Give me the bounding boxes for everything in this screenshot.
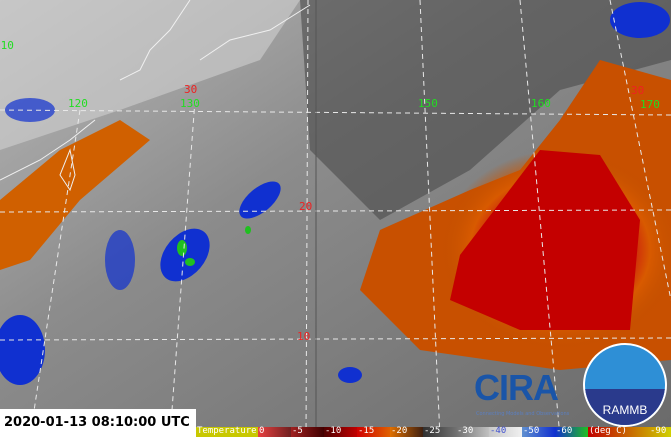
rammb-logo: RAMMB xyxy=(583,343,667,427)
colorbar-tick-60: -60 xyxy=(555,426,588,437)
coastlines xyxy=(0,0,311,192)
colorbar-title: Temperature xyxy=(196,426,258,437)
rammb-logo-text: RAMMB xyxy=(602,403,648,417)
colorbar-tick-30: -30 xyxy=(456,426,489,437)
colorbar-unit: (deg C) -90 xyxy=(588,426,671,437)
warm-band-west xyxy=(0,120,150,270)
lon-label-160: 160 xyxy=(531,97,551,110)
colorbar-tick-25: -25 xyxy=(423,426,456,437)
colorbar-tick-20: -20 xyxy=(390,426,423,437)
colorbar-tick-90: -90 xyxy=(650,426,667,436)
lon-label-120: 120 xyxy=(68,97,88,110)
colorbar-tick-15: -15 xyxy=(357,426,390,437)
lon-label-150: 150 xyxy=(418,97,438,110)
lon-label-110: 110 xyxy=(0,39,14,52)
colorbar-tick-10: -10 xyxy=(324,426,357,437)
colorbar-tick-0: 0 xyxy=(258,426,291,437)
mountain-graphic xyxy=(585,389,665,425)
lon-label-130: 130 xyxy=(180,97,200,110)
cira-tagline: Connecting Models and Observations xyxy=(476,411,570,417)
lat-label-30-west: 30 xyxy=(184,83,198,96)
temperature-colorbar: Temperature 0 -5 -10 -15 -20 -25 -30 -40… xyxy=(196,426,671,437)
colorbar-tick-40: -40 xyxy=(489,426,522,437)
lon-label-170: 170 xyxy=(640,98,660,111)
timestamp: 2020-01-13 08:10:00 UTC xyxy=(0,409,196,437)
cira-logo: CIRA xyxy=(474,367,559,408)
cold-cloud-clusters xyxy=(0,2,670,385)
lat-label-10: 10 xyxy=(297,330,311,343)
colorbar-tick-5: -5 xyxy=(291,426,324,437)
lat-label-30-east: 30 xyxy=(631,84,645,97)
colorbar-tick-50: -50 xyxy=(522,426,555,437)
lat-label-20: 20 xyxy=(299,200,313,213)
dry-air-region xyxy=(300,0,671,220)
warm-core-inner xyxy=(450,150,640,330)
moist-band xyxy=(0,0,300,150)
